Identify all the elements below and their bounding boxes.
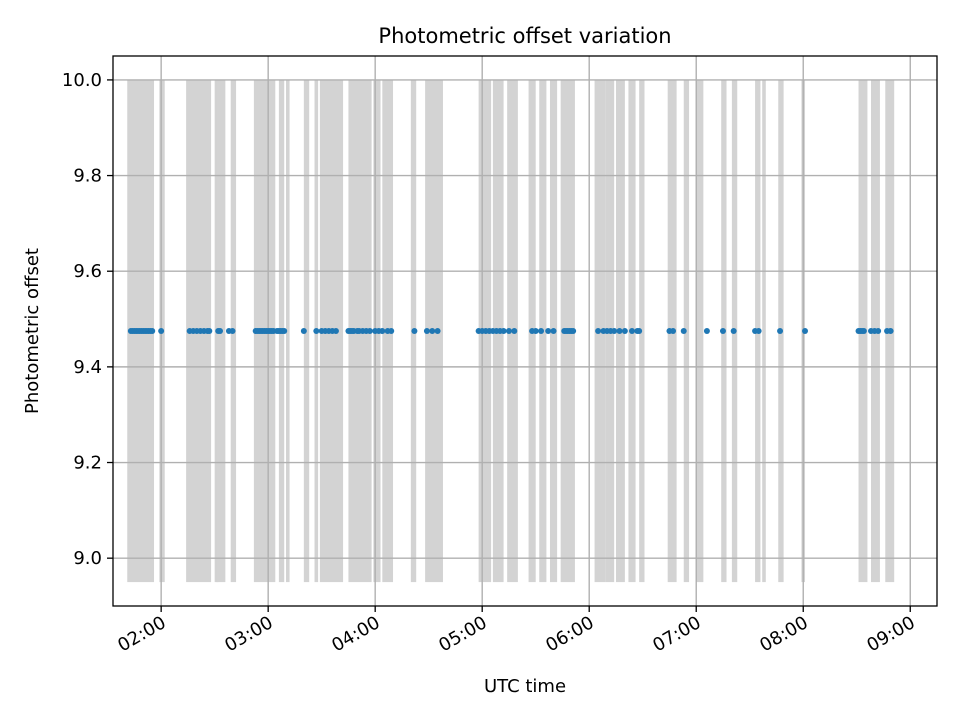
data-point: [149, 328, 156, 334]
x-tick-label: 04:00: [328, 612, 383, 656]
data-point: [300, 328, 307, 334]
data-point: [719, 328, 726, 334]
x-tick-label: 08:00: [756, 612, 811, 656]
x-axis-label: UTC time: [484, 676, 566, 697]
shaded-band: [286, 79, 290, 583]
data-point: [616, 328, 623, 334]
x-tick-label: 06:00: [542, 612, 597, 656]
shaded-band: [696, 79, 704, 583]
data-point: [680, 328, 687, 334]
data-point: [511, 328, 518, 334]
data-point: [550, 328, 557, 334]
data-point: [636, 328, 643, 334]
data-point: [229, 328, 236, 334]
y-tick-label: 9.0: [73, 548, 102, 569]
data-point: [217, 328, 224, 334]
data-point: [281, 328, 288, 334]
data-point: [388, 328, 395, 334]
data-point: [621, 328, 628, 334]
data-point: [611, 328, 618, 334]
data-point: [860, 328, 867, 334]
data-point: [545, 328, 552, 334]
data-point: [158, 328, 165, 334]
data-point: [570, 328, 577, 334]
data-point: [500, 328, 507, 334]
data-point: [532, 328, 539, 334]
data-point: [875, 328, 882, 334]
y-tick-label: 9.4: [73, 357, 102, 378]
data-point: [313, 328, 320, 334]
x-tick-label: 09:00: [863, 612, 918, 656]
data-point: [755, 328, 762, 334]
data-point: [423, 328, 430, 334]
shaded-band: [762, 79, 766, 583]
data-point: [379, 328, 386, 334]
data-points: [127, 328, 894, 334]
x-tick-label: 03:00: [221, 612, 276, 656]
data-point: [802, 328, 809, 334]
data-point: [703, 328, 710, 334]
y-tick-label: 9.6: [73, 261, 102, 282]
x-tick-label: 02:00: [114, 612, 169, 656]
data-point: [206, 328, 213, 334]
plot-frame: [112, 55, 938, 607]
grid: [113, 56, 937, 606]
data-point: [332, 328, 339, 334]
data-point: [730, 328, 737, 334]
y-axis-label: Photometric offset: [22, 248, 43, 414]
data-point: [887, 328, 894, 334]
data-point: [505, 328, 512, 334]
data-point: [434, 328, 441, 334]
data-point: [429, 328, 436, 334]
data-point: [595, 328, 602, 334]
y-tick-label: 10.0: [62, 70, 102, 91]
x-tick-label: 05:00: [435, 612, 490, 656]
y-tick-label: 9.2: [73, 453, 102, 474]
data-point: [629, 328, 636, 334]
data-point: [366, 328, 373, 334]
y-tick-label: 9.8: [73, 166, 102, 187]
data-point: [411, 328, 418, 334]
data-point: [538, 328, 545, 334]
data-point: [670, 328, 677, 334]
chart-title: Photometric offset variation: [378, 24, 671, 48]
data-point: [777, 328, 784, 334]
x-tick-label: 07:00: [649, 612, 704, 656]
